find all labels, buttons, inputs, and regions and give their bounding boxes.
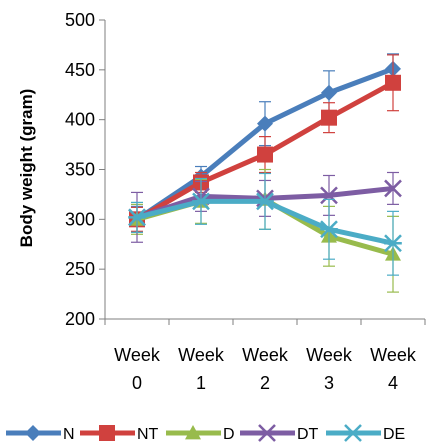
legend-item-n: N (6, 425, 75, 443)
marker-diamond (25, 425, 41, 441)
marker-asterisk (192, 192, 210, 211)
x-tick-label: Week (306, 345, 353, 365)
marker-square (257, 146, 273, 163)
y-axis: 200 250 300 350 400 450 500 (65, 10, 106, 329)
marker-square (99, 425, 115, 441)
x-tick-label: 3 (324, 373, 334, 393)
legend-label: D (223, 426, 235, 443)
y-tick-label: 300 (65, 209, 95, 229)
marker-triangle (185, 425, 201, 440)
legend-label: DE (383, 426, 405, 443)
x-axis: Week 0 Week 1 Week 2 Week 3 Week 4 (104, 318, 426, 393)
y-tick-label: 250 (65, 259, 95, 279)
marker-asterisk (384, 234, 402, 253)
marker-x (384, 179, 402, 198)
y-tick-label: 450 (65, 60, 95, 80)
marker-square (321, 109, 337, 126)
y-tick-label: 500 (65, 10, 95, 30)
marker-diamond (257, 115, 273, 132)
legend-item-dt: DT (240, 424, 319, 443)
x-tick-label: 0 (132, 373, 142, 393)
marker-asterisk (320, 220, 338, 239)
marker-asterisk (256, 192, 274, 211)
x-tick-label: 1 (196, 373, 206, 393)
y-tick-label: 400 (65, 110, 95, 130)
x-tick-label: Week (178, 345, 225, 365)
marker-asterisk (344, 424, 362, 442)
x-tick-label: 2 (260, 373, 270, 393)
x-tick-label: Week (370, 345, 417, 365)
x-tick-label: Week (242, 345, 289, 365)
y-axis-label: Body weight (gram) (17, 89, 36, 248)
plot-area (128, 53, 402, 293)
series-de (128, 172, 402, 276)
marker-x (258, 424, 276, 442)
y-tick-label: 200 (65, 309, 95, 329)
legend-item-d: D (166, 425, 235, 443)
marker-square (385, 74, 401, 91)
x-tick-label: 4 (388, 373, 398, 393)
legend: N NT D DT DE (6, 424, 405, 443)
marker-asterisk (128, 208, 146, 227)
marker-x (320, 186, 338, 205)
legend-label: N (63, 426, 75, 443)
marker-diamond (321, 84, 337, 101)
legend-label: NT (137, 426, 159, 443)
legend-label: DT (297, 426, 319, 443)
legend-item-de: DE (326, 424, 405, 443)
x-tick-label: Week (114, 345, 161, 365)
legend-item-nt: NT (80, 425, 159, 443)
y-tick-label: 350 (65, 160, 95, 180)
